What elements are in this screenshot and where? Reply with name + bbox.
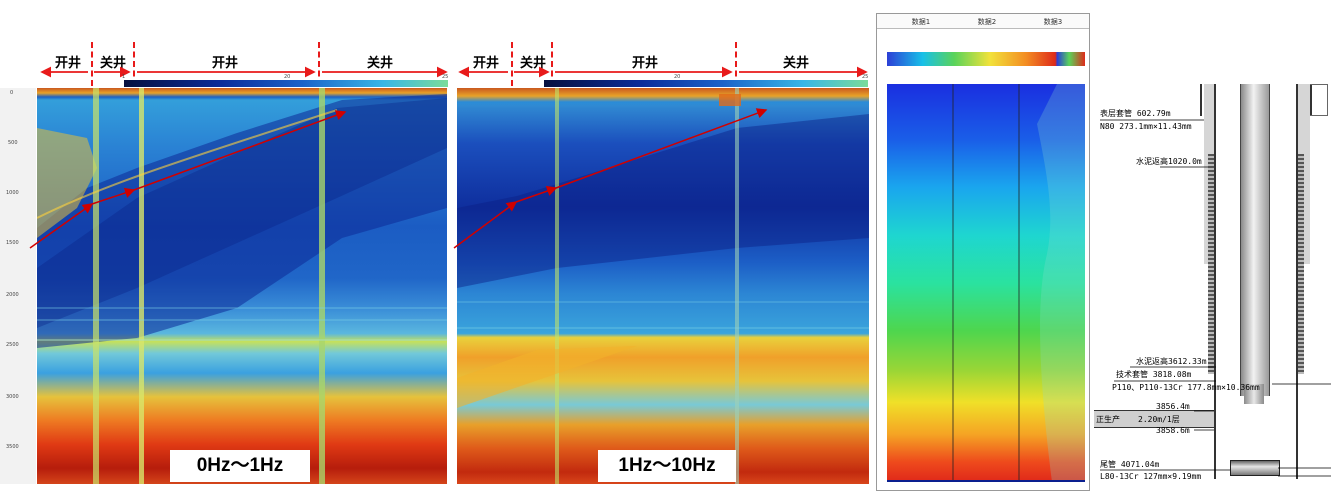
casing-outer-left (1214, 84, 1216, 479)
cement-top-2-label: 水泥返高3612.33m (1136, 357, 1207, 366)
left-trend-arrow (29, 110, 347, 249)
track-plot (887, 84, 1085, 482)
right-spectrogram (457, 88, 869, 484)
depth-tick: 2000 (6, 292, 19, 298)
production-rate: 2.20m/1层 (1138, 415, 1180, 424)
phase-divider (91, 42, 93, 86)
surface-casing-spec: N80 273.1mm×11.43mm (1100, 122, 1192, 131)
tubing (1240, 84, 1270, 396)
right-trend-arrow (453, 108, 768, 249)
surface-casing-right (1310, 84, 1312, 116)
phase-arrows (40, 66, 448, 78)
colorbar-tick: 20 (674, 74, 681, 80)
tubing-tail (1244, 384, 1264, 404)
phase-label-open-1: 开井 (472, 56, 499, 71)
track-color-scale (887, 52, 1085, 66)
depth-tick: 1500 (6, 240, 19, 246)
depth-tick: 500 (8, 140, 18, 146)
depth-tick: 3000 (6, 394, 19, 400)
channel-label: 数据3 (1043, 18, 1063, 26)
liner-spec: L80-13Cr 127mm×9.19mm (1100, 472, 1202, 481)
tech-casing-label: 技术套管 3818.08m (1116, 370, 1192, 379)
colorbar-tick: 25 (862, 74, 869, 80)
right-spectrogram-group: 开井 关井 开井 关井 20 25 1H (450, 0, 870, 490)
phase-divider (551, 42, 553, 86)
depth-tick: 1000 (6, 190, 19, 196)
colorbar-tick: 25 (442, 74, 449, 80)
phase-label-close-1: 关井 (99, 56, 126, 71)
cement-right-dotted (1298, 154, 1304, 374)
temperature-track: 数据1 数据2 数据3 (876, 13, 1090, 491)
cement-left-dotted (1208, 154, 1214, 374)
production-label: 正生产 (1096, 415, 1120, 424)
tech-casing-spec: P110、P110-13Cr 177.8mm×10.36mm (1112, 383, 1260, 392)
depth-tick: 3500 (6, 444, 19, 450)
cement-top-1-label: 水泥返高1020.0m (1136, 157, 1202, 166)
phase-label-open-1: 开井 (54, 56, 81, 71)
channel-label: 数据2 (977, 18, 997, 26)
production-interval (1094, 410, 1214, 428)
depth-b-label: 3858.6m (1156, 426, 1190, 435)
wellbore-schematic: 表层套管 602.79m N80 273.1mm×11.43mm 水泥返高102… (1094, 84, 1331, 489)
phase-arrows (458, 66, 868, 78)
depth-a-label: 3856.4m (1156, 402, 1190, 411)
left-spectrogram-group: 开井 关井 开井 关井 1 20 25 0 500 1000 1500 2000… (0, 0, 450, 490)
right-frequency-label: 1Hz～10Hz (598, 450, 736, 482)
phase-divider (511, 42, 513, 86)
left-depth-axis (0, 88, 36, 484)
phase-label-open-2: 开井 (211, 56, 238, 71)
depth-tick: 2500 (6, 342, 19, 348)
colorbar-tick: 1 (122, 74, 126, 80)
right-colorbar (544, 80, 868, 87)
phase-label-close-2: 关井 (782, 56, 809, 71)
phase-label-open-2: 开井 (631, 56, 658, 71)
left-spectrogram (37, 88, 447, 484)
phase-divider (735, 42, 737, 86)
phase-divider (133, 42, 135, 86)
left-frequency-label: 0Hz～1Hz (170, 450, 310, 482)
channel-label: 数据1 (911, 18, 931, 26)
surface-box (1310, 84, 1328, 116)
left-colorbar (124, 80, 448, 87)
leader-lines (1100, 119, 1331, 477)
track-bottom-line (887, 480, 1085, 482)
phase-divider (318, 42, 320, 86)
phase-label-close-2: 关井 (366, 56, 393, 71)
track-header (877, 14, 1089, 29)
liner-label: 尾管 4071.04m (1100, 460, 1160, 469)
casing-outer-right (1296, 84, 1298, 479)
depth-tick: 0 (10, 90, 14, 96)
surface-casing-label: 表层套管 602.79m (1100, 109, 1171, 118)
surface-casing-left (1200, 84, 1202, 116)
colorbar-tick: 20 (284, 74, 291, 80)
